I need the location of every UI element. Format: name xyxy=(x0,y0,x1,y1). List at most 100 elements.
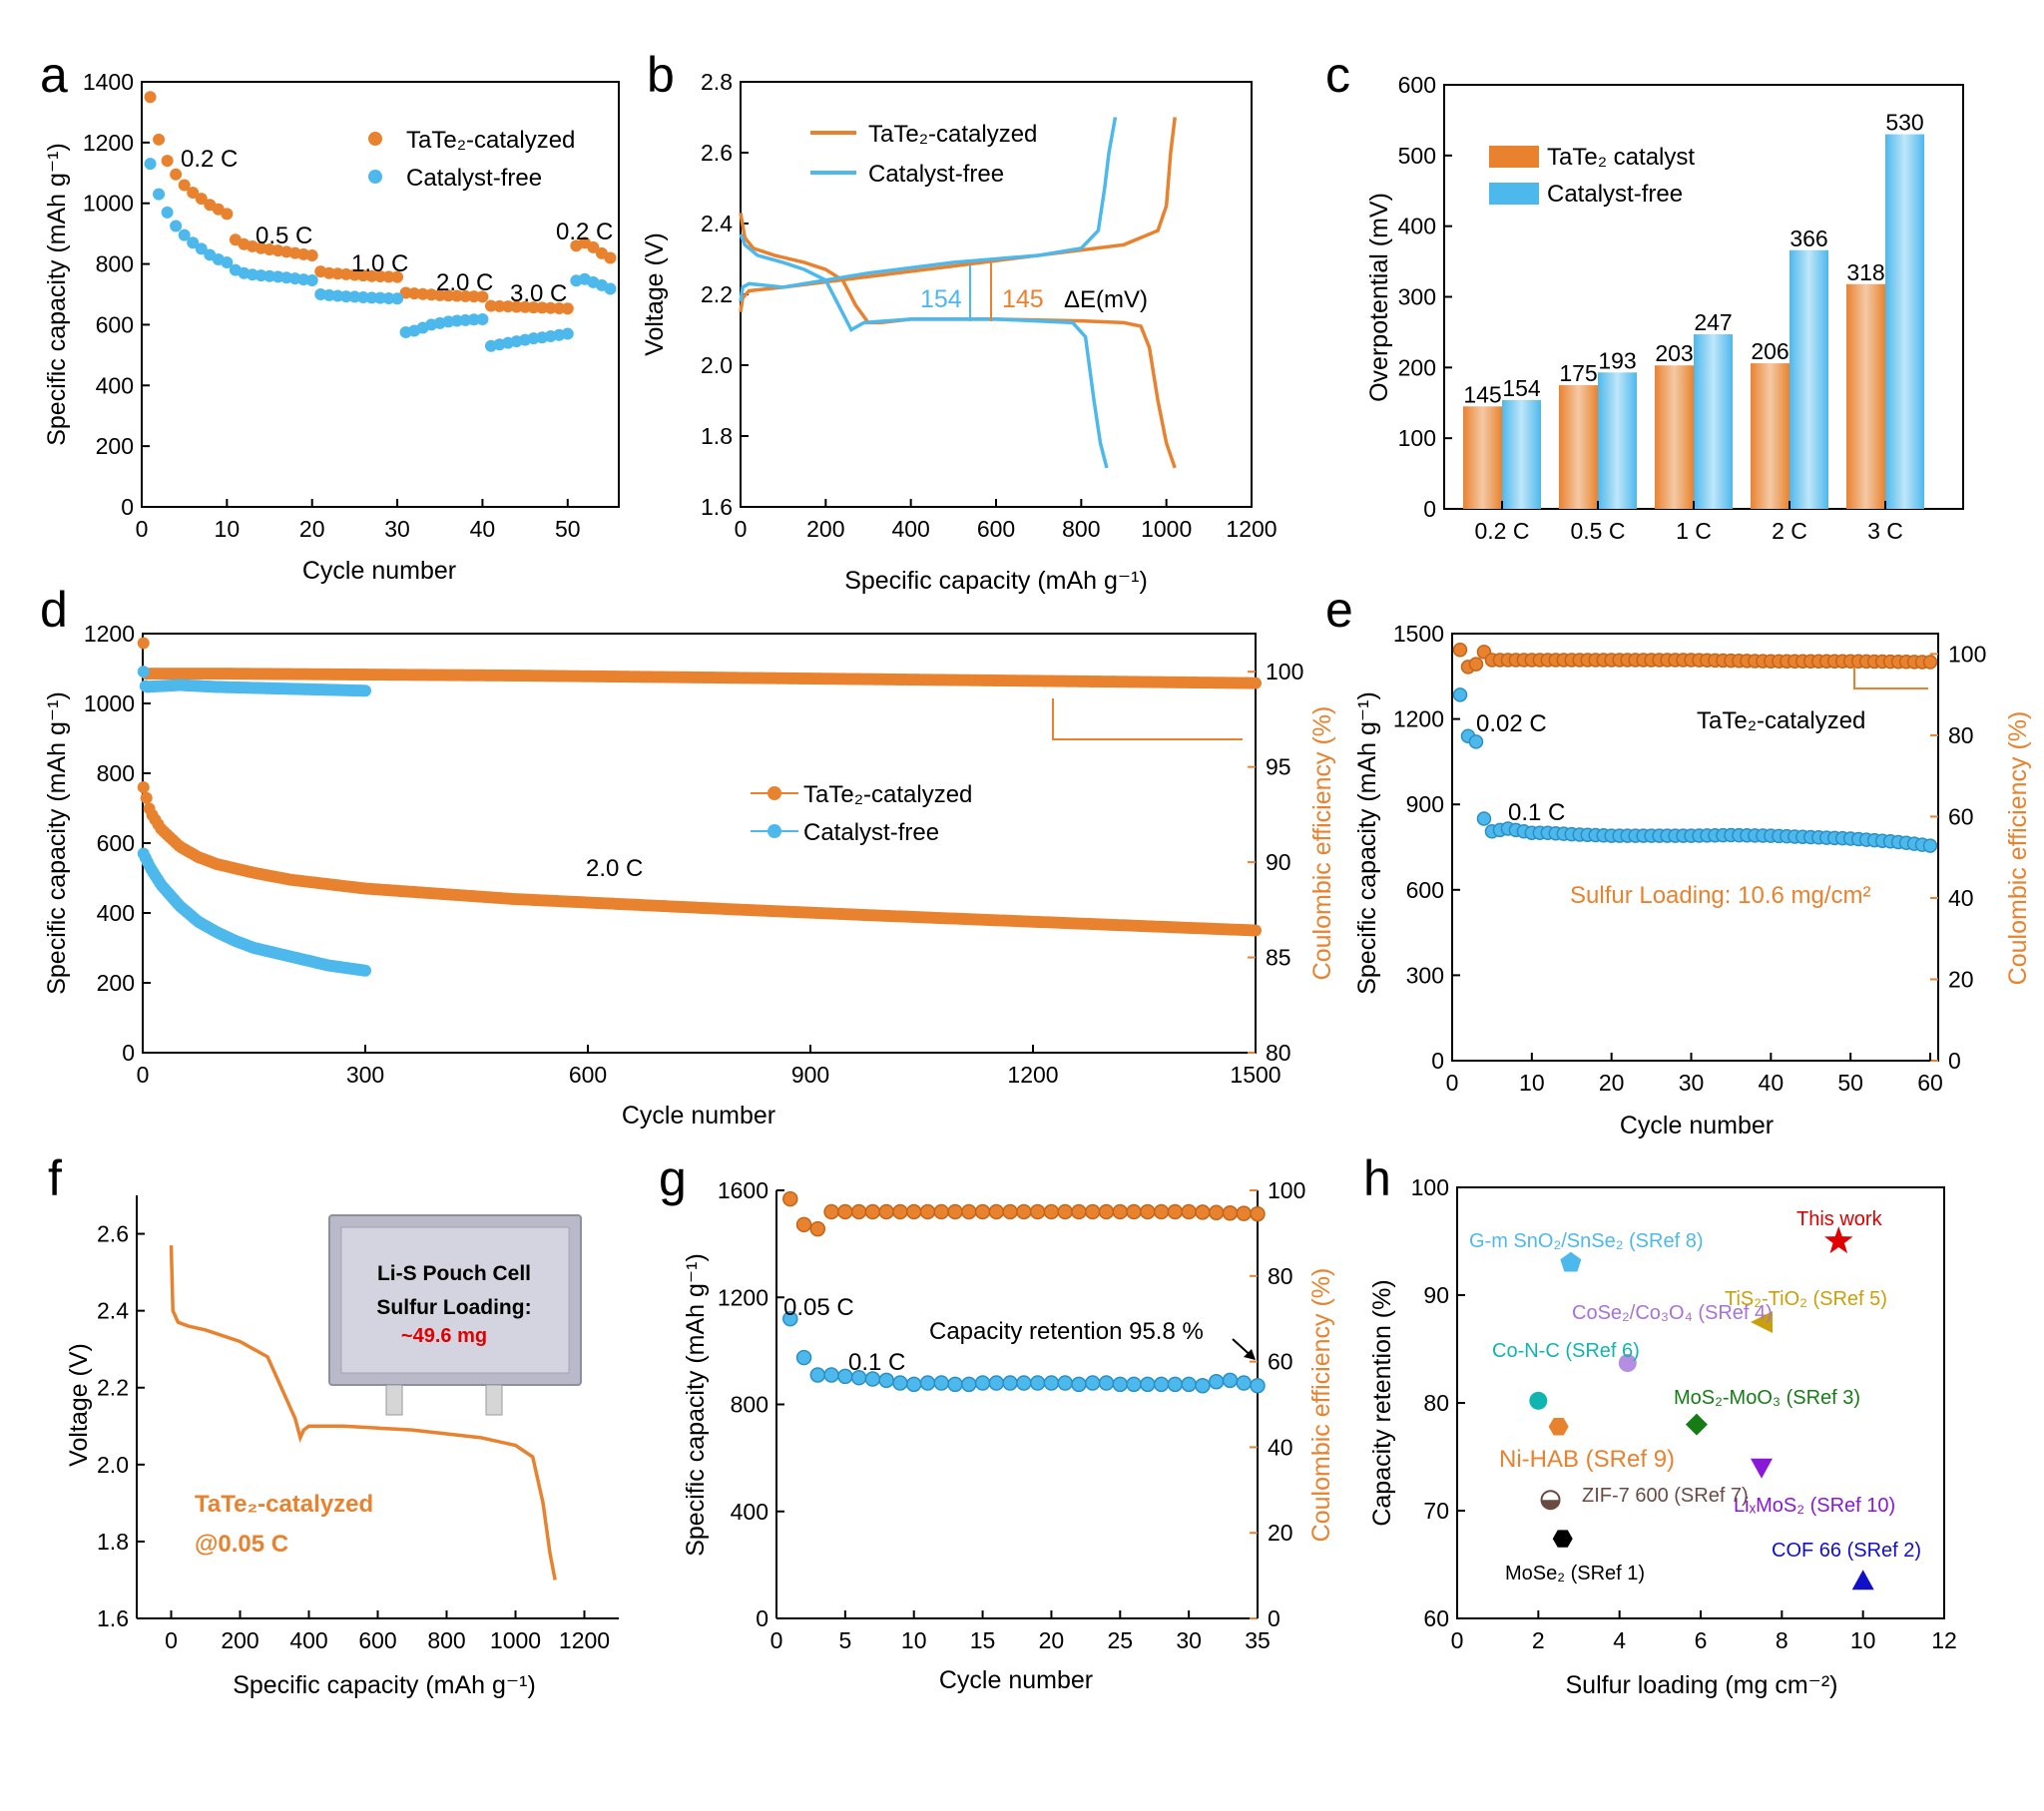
h-marker-shape xyxy=(1685,1413,1708,1436)
g-point-coulombic xyxy=(1181,1203,1197,1220)
rate-label-0.1C-g: 0.1 C xyxy=(848,1349,905,1376)
panel-g-x-tick-label: 0 xyxy=(770,1627,783,1653)
panel-e-y-tick-label: 1200 xyxy=(1393,706,1444,732)
g-point-capacity xyxy=(892,1375,908,1391)
panel-e-y2ticks: 0 20 40 60 80 100 xyxy=(1930,641,1986,1074)
panel-h-y-tick-label: 90 xyxy=(1423,1282,1449,1308)
a-point-tate2 xyxy=(391,270,404,283)
g-point-capacity xyxy=(1084,1375,1101,1391)
panel-b-ylabel: Voltage (V) xyxy=(641,232,669,356)
a-point-tate2 xyxy=(484,299,497,312)
g-point-capacity xyxy=(988,1375,1005,1391)
panel-b-x-tick-label: 400 xyxy=(891,516,929,542)
panel-f-y-tick-label: 2.0 xyxy=(97,1452,129,1478)
panel-h-x-tick-label: 10 xyxy=(1850,1627,1876,1653)
panel-c-y-tick-label: 500 xyxy=(1398,143,1436,169)
panel-f-x-tick-label: 1200 xyxy=(559,1627,610,1653)
rate-label-0.2C-return: 0.2 C xyxy=(556,219,613,245)
a-point-catalyst-free xyxy=(187,236,200,249)
h-marker xyxy=(1548,1418,1569,1436)
c-bar-tate2 xyxy=(1559,385,1598,509)
a-point-tate2 xyxy=(348,268,361,281)
panel-g-y2-tick-label: 0 xyxy=(1268,1605,1280,1631)
panel-e-ylabel2: Coulombic efficiency (%) xyxy=(2004,711,2032,986)
a-point-tate2 xyxy=(519,300,532,313)
panel-e-y-tick-label: 600 xyxy=(1406,877,1444,903)
legend-a-blue-label: Catalyst-free xyxy=(406,165,542,192)
panel-b-y-tick-label: 2.4 xyxy=(701,211,733,236)
panel-a-x-tick-label: 50 xyxy=(555,516,581,542)
h-marker-shape xyxy=(1560,1251,1582,1272)
rate-label-0.05C: 0.05 C xyxy=(783,1294,854,1321)
e-point-coulombic xyxy=(1922,655,1938,670)
a-point-tate2 xyxy=(604,251,617,264)
panel-g-y-tick-label: 400 xyxy=(731,1499,768,1525)
panel-e-y2-tick-label: 40 xyxy=(1948,885,1974,911)
panel-c-ylabel: Overpotential (mV) xyxy=(1365,193,1393,402)
pouch-cell-photo: Li-S Pouch Cell Sulfur Loading: ~49.6 mg xyxy=(328,1214,582,1416)
h-marker-shape xyxy=(1823,1226,1853,1254)
ref-label-sref4: CoSe₂/Co₃O₄ (SRef 4) xyxy=(1572,1302,1773,1324)
legend-a-orange-label: TaTe₂-catalyzed xyxy=(406,127,575,154)
panel-e-y-tick-label: 300 xyxy=(1406,962,1444,988)
panel-h-x-tick-label: 12 xyxy=(1931,1627,1957,1653)
a-point-catalyst-free xyxy=(255,269,267,282)
panel-d-y2-tick-label: 85 xyxy=(1266,945,1291,971)
panel-h-xlabel: Sulfur loading (mg cm⁻²) xyxy=(1566,1671,1838,1699)
panel-c-y-tick-label: 300 xyxy=(1398,284,1436,310)
a-point-tate2 xyxy=(425,288,438,301)
a-point-tate2 xyxy=(527,301,540,314)
panel-h-yticks: 60 70 80 90 100 xyxy=(1411,1174,1465,1631)
b-curve-tate2-charge xyxy=(739,117,1177,313)
panel-d-y2ticks: 80 85 90 95 100 xyxy=(1248,659,1303,1066)
panel-f-xlabel: Specific capacity (mAh g⁻¹) xyxy=(233,1671,536,1699)
g-point-coulombic xyxy=(1043,1203,1060,1220)
panel-h-y-tick-label: 100 xyxy=(1411,1174,1449,1200)
legend-d-orange-marker xyxy=(767,786,781,800)
g-point-coulombic xyxy=(933,1203,950,1220)
g-point-coulombic xyxy=(1071,1203,1087,1220)
a-point-catalyst-free xyxy=(356,291,369,304)
g-point-capacity xyxy=(1126,1376,1142,1393)
c-category-label: 0.2 C xyxy=(1475,518,1530,544)
a-point-tate2 xyxy=(178,179,191,192)
g-point-coulombic xyxy=(961,1203,977,1220)
panel-c-y-tick-label: 0 xyxy=(1423,496,1436,522)
g-point-capacity xyxy=(1071,1376,1087,1393)
coulombic-axis-arrow-d xyxy=(1052,698,1243,740)
panel-a-ylabel: Specific capacity (mAh g⁻¹) xyxy=(43,143,71,446)
c-bar-label-catalyst-free: 193 xyxy=(1598,347,1636,373)
panel-d-x-tick-label: 1500 xyxy=(1230,1062,1280,1088)
a-point-tate2 xyxy=(544,301,557,314)
a-point-tate2 xyxy=(374,270,386,283)
ref-label-sref9: Ni-HAB (SRef 9) xyxy=(1499,1446,1675,1473)
panel-a-x-tick-label: 0 xyxy=(136,516,149,542)
g-point-capacity xyxy=(795,1349,812,1366)
panel-f-label1: TaTe₂-catalyzed xyxy=(195,1491,373,1518)
panel-g-ylabel2: Coulombic efficiency (%) xyxy=(1307,1268,1335,1543)
c-category-label: 2 C xyxy=(1772,518,1807,544)
g-point-coulombic xyxy=(919,1203,936,1220)
a-point-catalyst-free xyxy=(391,292,404,305)
rate-label-1.0C: 1.0 C xyxy=(351,250,408,277)
a-point-tate2 xyxy=(153,133,166,146)
panel-g-x-tick-label: 10 xyxy=(901,1627,927,1653)
panel-f-y-tick-label: 2.2 xyxy=(97,1375,129,1401)
f-curve-tate2 xyxy=(169,1245,557,1581)
panel-b-curves xyxy=(739,117,1177,469)
panel-b-x-tick-label: 800 xyxy=(1062,516,1100,542)
panel-c-y-tick-label: 600 xyxy=(1398,72,1436,98)
panel-e-sulfur-loading: Sulfur Loading: 10.6 mg/cm² xyxy=(1570,882,1871,909)
panel-e-y2-tick-label: 60 xyxy=(1948,803,1974,829)
ref-label-this-work: This work xyxy=(1796,1208,1883,1230)
panel-b-y-tick-label: 2.6 xyxy=(701,140,733,166)
a-point-tate2 xyxy=(493,299,506,312)
ref-label-sref7: ZIF-7 600 (SRef 7) xyxy=(1582,1485,1749,1507)
a-point-catalyst-free xyxy=(178,228,191,241)
g-point-capacity xyxy=(809,1367,826,1383)
panel-letter-b: b xyxy=(647,47,675,103)
panel-b-yticks: 1.6 1.8 2.0 2.2 2.4 2.6 2.8 xyxy=(701,69,749,520)
panel-g-x-tick-label: 25 xyxy=(1107,1627,1133,1653)
g-point-coulombic xyxy=(947,1203,963,1220)
rate-label-2.0C: 2.0 C xyxy=(436,269,493,296)
